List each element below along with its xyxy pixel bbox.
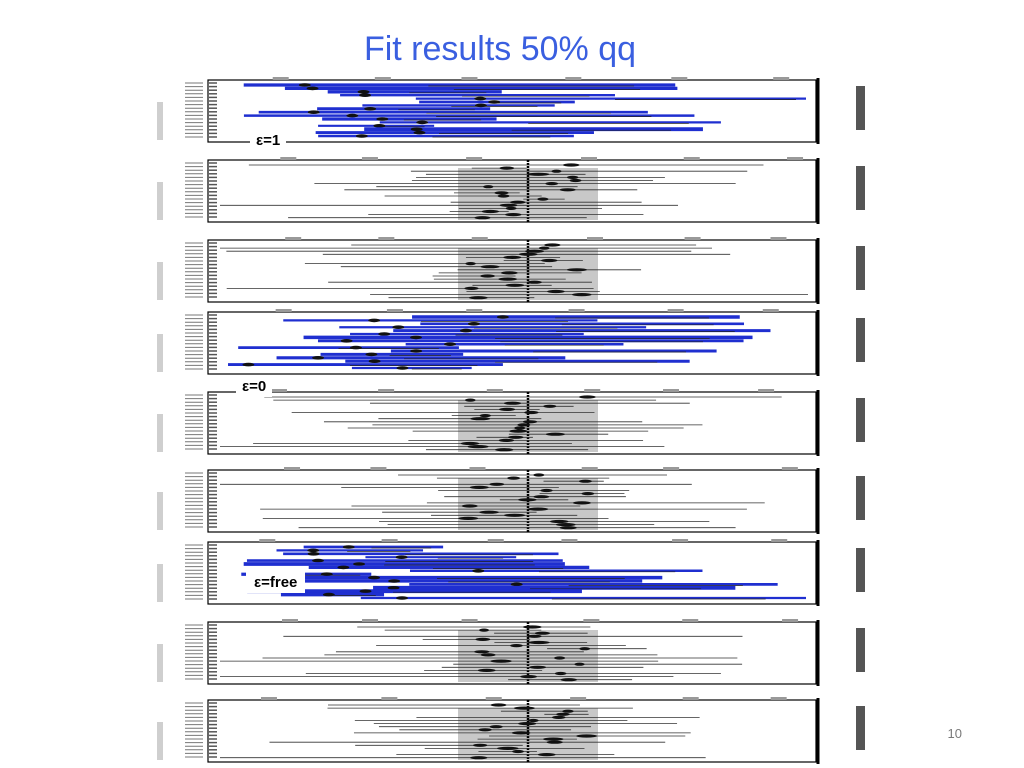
label-eps-zero: ε=0 <box>236 376 273 397</box>
fit-panel <box>157 237 865 304</box>
fit-panel <box>157 389 865 456</box>
fit-panel <box>157 157 865 224</box>
label-eps-free: ε=free <box>246 572 306 593</box>
slide-title: Fit results 50% qq <box>363 30 637 68</box>
fit-panel <box>157 697 865 764</box>
page-number: 10 <box>947 726 962 741</box>
fit-panel <box>157 619 865 686</box>
fit-panel <box>157 467 865 534</box>
label-eps-one: ε=1 <box>250 130 287 151</box>
fit-panel <box>157 309 865 376</box>
